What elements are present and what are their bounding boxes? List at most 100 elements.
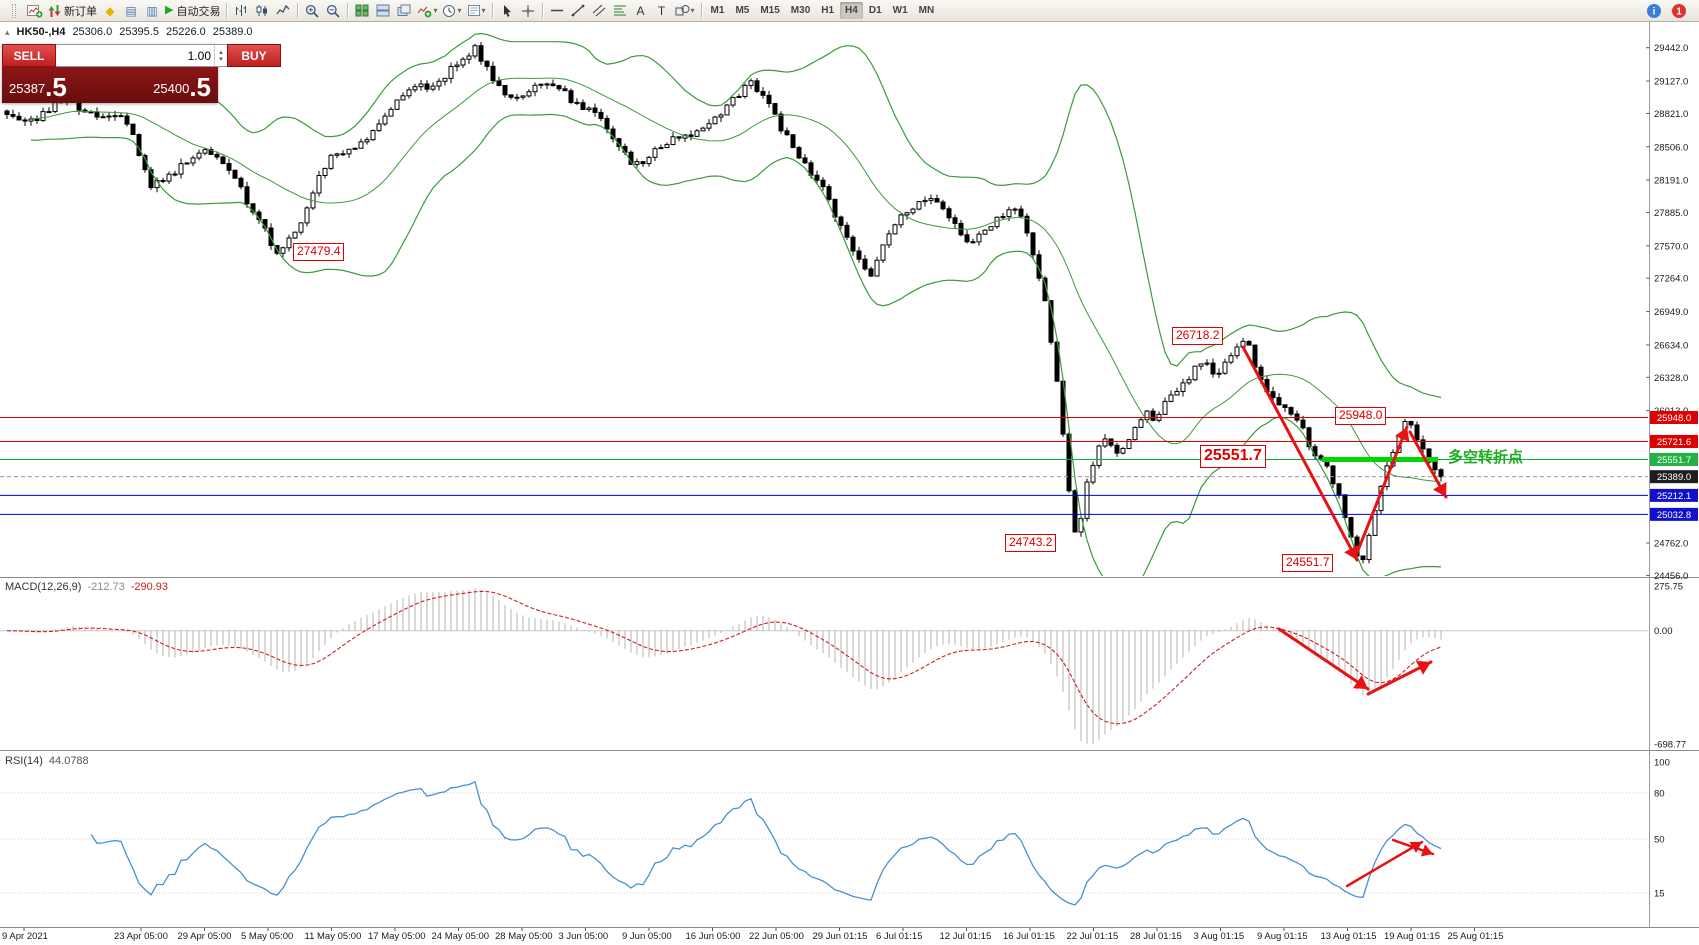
new-order-button[interactable]: 新订单 bbox=[46, 1, 99, 21]
timeframe-m1-button[interactable]: M1 bbox=[710, 5, 725, 16]
price-annotation-label[interactable]: 25948.0 bbox=[1335, 407, 1387, 425]
timeframe-m5-button[interactable]: M5 bbox=[735, 5, 750, 16]
periods-button[interactable]: ▾ bbox=[440, 1, 463, 21]
horizontal-line-tool-button[interactable] bbox=[547, 1, 567, 21]
trend-arrow[interactable] bbox=[1277, 627, 1370, 691]
main-chart-panel[interactable] bbox=[0, 32, 1648, 599]
candle-body bbox=[1198, 363, 1204, 367]
candle-body bbox=[1234, 346, 1240, 357]
price-badge-label: 25212.1 bbox=[1657, 491, 1691, 502]
candle-body bbox=[250, 203, 256, 213]
volume-spinner[interactable]: ▴ ▾ bbox=[214, 45, 227, 66]
oneclick-collapse-icon[interactable]: ▴ bbox=[5, 26, 10, 37]
timeframe-m15-button[interactable]: M15 bbox=[760, 5, 780, 16]
toolbar-separator bbox=[491, 3, 493, 18]
price-annotation-label[interactable]: 24743.2 bbox=[1005, 534, 1057, 552]
candle-body bbox=[436, 80, 442, 87]
time-axis-label: 19 Aug 01:15 bbox=[1384, 931, 1440, 942]
candle-body bbox=[376, 123, 382, 132]
trend-arrow[interactable] bbox=[1241, 345, 1359, 562]
community-button[interactable]: i bbox=[1644, 1, 1664, 21]
crosshair-tool-button[interactable] bbox=[518, 1, 538, 21]
candle-body bbox=[1420, 439, 1426, 450]
tile-windows-button[interactable] bbox=[352, 1, 372, 21]
market-watch-button[interactable]: ▤ bbox=[125, 3, 137, 18]
candle-body bbox=[112, 115, 118, 118]
label-tool-button[interactable]: T bbox=[657, 3, 666, 18]
candle-body bbox=[244, 186, 250, 205]
candle-body bbox=[526, 91, 532, 97]
price-annotation-label[interactable]: 25551.7 bbox=[1200, 445, 1266, 468]
time-axis-label: 22 Jun 05:00 bbox=[749, 931, 804, 942]
candle-body bbox=[46, 111, 52, 114]
time-axis-label: 12 Jul 01:15 bbox=[940, 931, 992, 942]
zoom-in-button[interactable] bbox=[302, 1, 322, 21]
candle-body bbox=[892, 224, 898, 235]
price-annotation-label[interactable]: 24551.7 bbox=[1282, 554, 1334, 572]
timeframe-d1-button[interactable]: D1 bbox=[868, 5, 882, 16]
timeframe-h4-button[interactable]: H4 bbox=[840, 2, 863, 19]
price-badge-label: 25551.7 bbox=[1657, 455, 1691, 466]
buy-button[interactable]: BUY bbox=[227, 44, 281, 67]
trend-arrow[interactable] bbox=[1345, 840, 1424, 888]
ohlc-close: 25389.0 bbox=[212, 26, 253, 38]
shapes-tool-button[interactable]: ▾ bbox=[673, 1, 697, 21]
candle-body bbox=[580, 102, 586, 110]
templates-button[interactable]: ▾ bbox=[465, 1, 488, 21]
main-toolbar: 新订单 ◆ ▤ ▥ ▶ 自动交易 ▾ ▾ ▾ A T ▾ M1 M5 M15 M30 H1 H4 D1 W1 MN i 1 bbox=[0, 0, 1699, 22]
new-chart-button[interactable] bbox=[25, 1, 45, 21]
candle-body bbox=[388, 108, 394, 117]
candle-body bbox=[358, 141, 364, 149]
pivot-text-annotation[interactable]: 多空转折点 bbox=[1448, 449, 1524, 466]
price-annotation-label[interactable]: 26718.2 bbox=[1172, 327, 1224, 345]
arrange-windows-button[interactable] bbox=[373, 1, 393, 21]
metaeditor-button[interactable]: ◆ bbox=[105, 3, 115, 18]
candle-body bbox=[106, 115, 112, 118]
timeframe-m30-button[interactable]: M30 bbox=[790, 5, 811, 16]
bars-chart-button[interactable] bbox=[231, 1, 251, 21]
sell-button[interactable]: SELL bbox=[2, 44, 56, 67]
toolbox-button[interactable]: ▥ bbox=[146, 3, 158, 18]
time-axis-label: 17 May 05:00 bbox=[368, 931, 426, 942]
candle-body bbox=[904, 212, 910, 216]
bollinger-upper-band bbox=[30, 32, 1442, 399]
fibonacci-tool-button[interactable] bbox=[610, 1, 630, 21]
cascade-windows-button[interactable] bbox=[394, 1, 414, 21]
algo-trading-button[interactable]: ▶ 自动交易 bbox=[165, 4, 221, 18]
macd-signal-line bbox=[6, 590, 1442, 725]
price-axis-label: 26328.0 bbox=[1654, 373, 1688, 384]
rsi-axis-label: 100 bbox=[1654, 758, 1670, 769]
channel-tool-button[interactable] bbox=[589, 1, 609, 21]
candle-body bbox=[1246, 340, 1252, 346]
candle-body bbox=[874, 259, 880, 277]
timeframe-h1-button[interactable]: H1 bbox=[821, 5, 835, 16]
candle-body bbox=[1414, 424, 1420, 441]
candle-body bbox=[1168, 394, 1174, 402]
candle-body bbox=[10, 114, 16, 117]
zoom-out-button[interactable] bbox=[323, 1, 343, 21]
cursor-tool-button[interactable] bbox=[497, 1, 517, 21]
timeframe-w1-button[interactable]: W1 bbox=[892, 5, 908, 16]
candle-body bbox=[1012, 208, 1018, 211]
candles-chart-button[interactable] bbox=[252, 1, 272, 21]
candle-body bbox=[790, 134, 796, 149]
candle-body bbox=[382, 115, 388, 125]
trend-arrow[interactable] bbox=[1355, 425, 1409, 555]
rsi-name: RSI(14) bbox=[5, 755, 43, 767]
notifications-button[interactable]: 1 bbox=[1669, 1, 1689, 21]
volume-input[interactable] bbox=[56, 45, 214, 66]
candle-body bbox=[406, 89, 412, 97]
timeframe-mn-button[interactable]: MN bbox=[918, 5, 935, 16]
candle-body bbox=[208, 149, 214, 155]
candle-body bbox=[514, 96, 520, 99]
text-tool-button[interactable]: A bbox=[636, 3, 645, 18]
line-chart-button[interactable] bbox=[273, 1, 293, 21]
candle-body bbox=[52, 102, 58, 113]
indicators-list-button[interactable]: ▾ bbox=[415, 1, 439, 21]
price-annotation-label[interactable]: 27479.4 bbox=[293, 243, 345, 261]
candle-body bbox=[94, 111, 100, 118]
trendline-tool-button[interactable] bbox=[568, 1, 588, 21]
candle-body bbox=[934, 198, 940, 203]
